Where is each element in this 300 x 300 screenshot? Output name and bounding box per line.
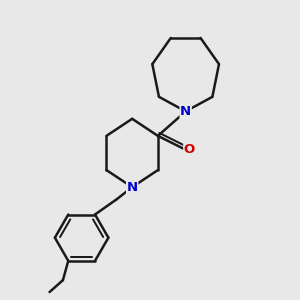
Text: N: N (180, 105, 191, 118)
Text: N: N (127, 181, 138, 194)
Text: O: O (184, 143, 195, 156)
